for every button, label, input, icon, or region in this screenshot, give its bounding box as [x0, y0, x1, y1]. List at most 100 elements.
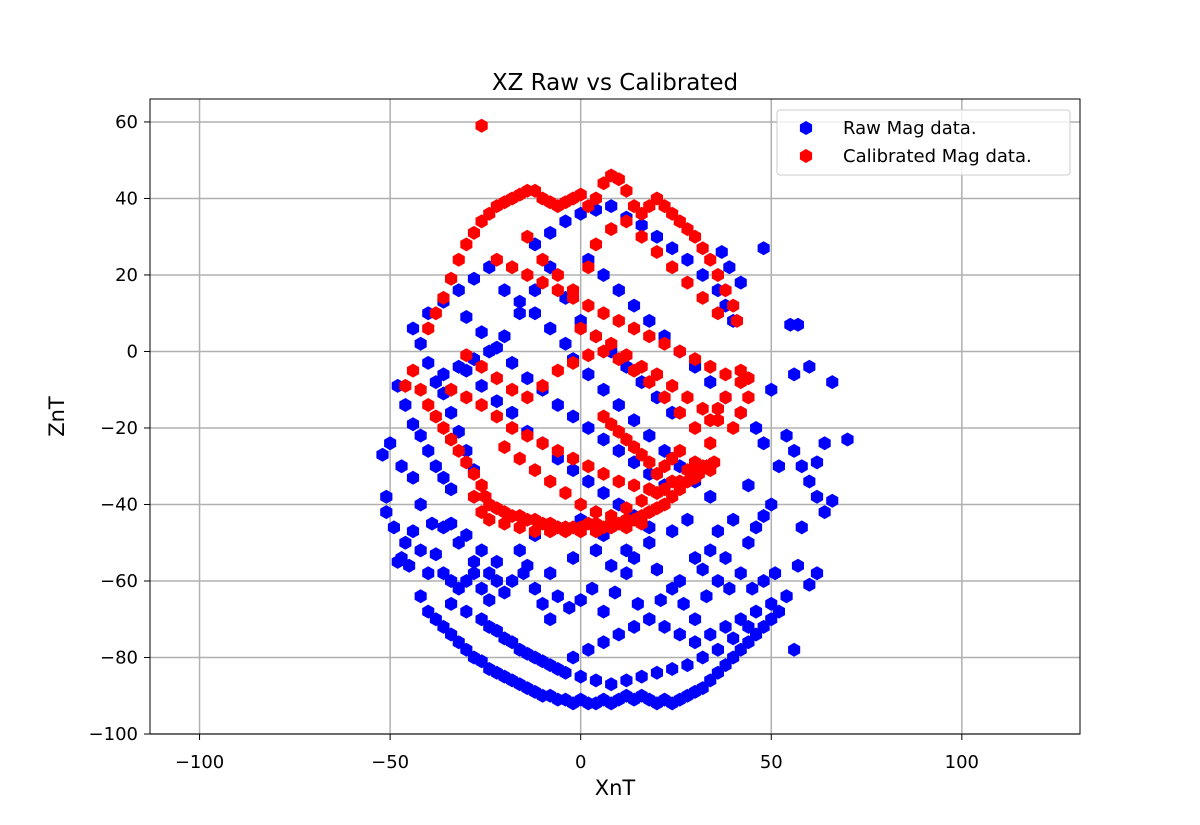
data-point	[429, 547, 442, 562]
data-point	[574, 497, 587, 512]
data-point	[734, 566, 747, 581]
data-point	[631, 596, 644, 611]
data-point	[605, 677, 618, 692]
data-point	[620, 214, 633, 229]
data-point	[559, 214, 572, 229]
data-point	[689, 551, 702, 565]
data-point	[711, 574, 724, 588]
data-point	[445, 482, 458, 497]
data-point	[689, 229, 702, 244]
data-point	[612, 443, 625, 458]
data-point	[422, 321, 435, 336]
data-point	[810, 455, 824, 470]
data-point	[490, 371, 503, 386]
data-point	[620, 566, 633, 581]
data-point	[650, 562, 663, 577]
y-tick-label: −100	[89, 724, 138, 745]
data-point	[513, 451, 526, 466]
data-point	[673, 627, 686, 642]
data-point	[597, 382, 610, 397]
data-point	[589, 505, 602, 520]
data-point	[567, 650, 580, 665]
data-point	[612, 627, 625, 642]
data-point	[597, 604, 610, 619]
data-point	[704, 252, 717, 267]
data-point	[551, 283, 564, 298]
data-point	[582, 367, 595, 382]
data-point	[711, 642, 724, 657]
data-point	[628, 619, 641, 634]
data-point	[567, 283, 580, 298]
data-point	[666, 241, 679, 256]
data-point	[536, 654, 549, 669]
data-point	[574, 524, 587, 539]
data-point	[700, 459, 713, 474]
data-point	[757, 509, 770, 523]
x-tick-label: −100	[175, 752, 224, 773]
data-point	[765, 497, 778, 512]
y-tick-label: −20	[100, 418, 138, 439]
data-point	[673, 405, 686, 420]
data-point	[490, 394, 503, 409]
axis-ticks: −100 −50 0 50 100 −100 −80 −60 −40 −20 0 20 40 60	[89, 112, 979, 773]
data-point	[551, 662, 564, 676]
data-point	[605, 336, 618, 351]
data-point	[742, 371, 755, 386]
data-point	[483, 566, 496, 581]
data-point	[704, 375, 717, 390]
data-point	[757, 574, 770, 588]
data-point	[750, 604, 763, 619]
data-point	[689, 612, 702, 627]
data-point	[460, 237, 473, 252]
data-point	[681, 275, 694, 290]
legend-marker-calibrated	[799, 149, 813, 163]
data-point	[711, 401, 724, 416]
data-point	[719, 619, 732, 634]
data-point	[414, 497, 427, 512]
data-point	[589, 237, 602, 252]
plot-frame	[149, 98, 1081, 735]
y-tick-label: 40	[115, 188, 138, 209]
data-point	[406, 524, 420, 539]
data-point	[544, 474, 557, 489]
data-point	[521, 229, 534, 244]
data-point	[452, 535, 465, 550]
data-point	[563, 600, 576, 615]
data-point	[696, 562, 709, 577]
data-point	[704, 627, 717, 642]
data-point	[628, 413, 641, 428]
data-point	[582, 260, 595, 275]
data-point	[704, 413, 717, 428]
data-point	[536, 378, 549, 393]
data-point	[559, 486, 572, 500]
data-point	[437, 367, 450, 382]
data-point	[567, 355, 580, 370]
data-point	[490, 623, 503, 638]
data-point	[384, 436, 397, 451]
data-point	[658, 619, 671, 634]
data-point	[746, 581, 759, 596]
data-point	[795, 459, 808, 474]
data-point	[612, 283, 625, 298]
data-point	[612, 313, 625, 328]
data-point	[727, 421, 740, 435]
data-point	[673, 574, 686, 588]
data-point	[426, 516, 439, 531]
data-point	[620, 183, 633, 198]
data-point	[475, 581, 488, 596]
data-point	[620, 348, 633, 363]
data-point	[452, 359, 465, 374]
data-point	[528, 306, 541, 321]
data-point	[612, 172, 625, 187]
legend-item-raw: Raw Mag data.	[799, 118, 977, 139]
data-point	[406, 470, 420, 485]
data-point	[635, 516, 648, 531]
data-point	[704, 436, 717, 451]
data-point	[395, 459, 408, 474]
y-axis-label: ZnT	[45, 396, 69, 437]
data-point	[605, 199, 618, 214]
data-point	[727, 631, 740, 646]
data-point	[650, 665, 663, 680]
data-point	[788, 443, 801, 458]
data-point	[635, 669, 648, 684]
